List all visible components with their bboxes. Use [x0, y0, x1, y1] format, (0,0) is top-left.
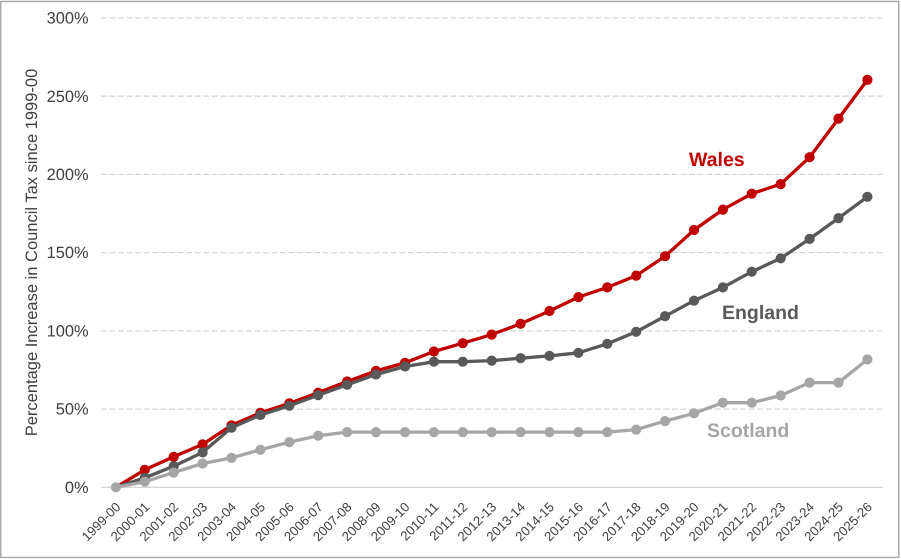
svg-text:50%: 50% [56, 401, 89, 419]
svg-text:100%: 100% [47, 323, 89, 341]
svg-text:250%: 250% [47, 88, 89, 106]
svg-text:0%: 0% [65, 479, 89, 497]
svg-text:Wales: Wales [689, 149, 745, 171]
svg-text:200%: 200% [47, 166, 89, 184]
svg-text:Percentage Increase in Council: Percentage Increase in Council Tax since… [23, 69, 41, 437]
svg-text:150%: 150% [47, 244, 89, 262]
svg-text:300%: 300% [47, 10, 89, 28]
svg-text:Scotland: Scotland [707, 420, 789, 442]
svg-text:England: England [722, 302, 799, 324]
